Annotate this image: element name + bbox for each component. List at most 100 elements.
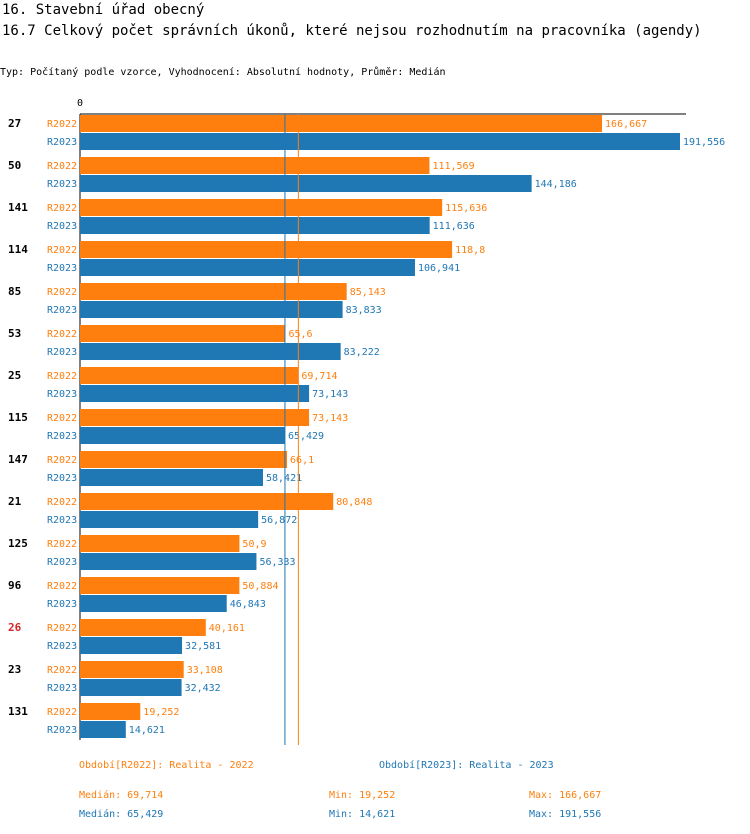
bar-r2023 [80, 679, 182, 696]
category-label: 21 [8, 495, 22, 508]
series-label: R2022 [47, 203, 77, 214]
bar-r2023 [80, 595, 227, 612]
data-label: 80,848 [336, 497, 372, 508]
bar-r2023 [80, 343, 341, 360]
category-label: 147 [8, 453, 28, 466]
bar-r2022 [80, 409, 310, 426]
series-label: R2022 [47, 287, 77, 298]
data-label: 50,884 [242, 581, 278, 592]
series-label: R2023 [47, 431, 77, 442]
bar-r2022 [80, 535, 240, 552]
data-label: 46,843 [230, 599, 266, 610]
data-label: 58,421 [266, 473, 302, 484]
series-label: R2023 [47, 599, 77, 610]
category-label: 85 [8, 285, 21, 298]
series-label: R2023 [47, 641, 77, 652]
category-label: 131 [8, 705, 28, 718]
bar-r2023 [80, 175, 532, 192]
data-label: 118,8 [455, 245, 485, 256]
series-label: R2023 [47, 683, 77, 694]
bar-r2022 [80, 115, 603, 132]
legend-min-r2023: Min: 14,621 [329, 809, 396, 820]
data-label: 33,108 [187, 665, 223, 676]
series-label: R2022 [47, 497, 77, 508]
bar-r2022 [80, 199, 443, 216]
bar-r2022 [80, 451, 288, 468]
bar-r2023 [80, 217, 430, 234]
data-label: 111,636 [433, 221, 475, 232]
data-label: 73,143 [312, 389, 348, 400]
series-label: R2022 [47, 581, 77, 592]
data-label: 65,429 [288, 431, 324, 442]
series-label: R2022 [47, 539, 77, 550]
data-label: 50,9 [242, 539, 266, 550]
data-label: 56,333 [259, 557, 295, 568]
series-label: R2022 [47, 455, 77, 466]
series-label: R2023 [47, 515, 77, 526]
series-label: R2023 [47, 557, 77, 568]
bar-r2022 [80, 283, 347, 300]
data-label: 65,6 [288, 329, 312, 340]
series-label: R2022 [47, 161, 77, 172]
legend-period-r2022: Období[R2022]: Realita - 2022 [79, 760, 254, 771]
data-label: 40,161 [209, 623, 245, 634]
series-label: R2022 [47, 413, 77, 424]
data-label: 111,569 [432, 161, 474, 172]
series-label: R2023 [47, 179, 77, 190]
data-label: 32,432 [185, 683, 221, 694]
series-label: R2023 [47, 347, 77, 358]
series-label: R2022 [47, 245, 77, 256]
bar-r2023 [80, 259, 415, 276]
series-label: R2022 [47, 329, 77, 340]
legend-max-r2022: Max: 166,667 [529, 790, 602, 801]
chart-type-line: Typ: Počítaný podle vzorce, Vyhodnocení:… [0, 67, 446, 78]
legend-max-r2023: Max: 191,556 [529, 809, 602, 820]
category-label: 125 [8, 537, 28, 550]
bar-r2022 [80, 241, 453, 258]
series-label: R2023 [47, 305, 77, 316]
legend-median-r2023: Medián: 65,429 [79, 809, 164, 820]
series-label: R2023 [47, 725, 77, 736]
legend-median-r2022: Medián: 69,714 [79, 790, 164, 801]
bar-r2023 [80, 553, 257, 570]
data-label: 83,222 [344, 347, 380, 358]
series-label: R2023 [47, 473, 77, 484]
series-label: R2023 [47, 221, 77, 232]
data-label: 144,186 [535, 179, 577, 190]
category-label: 25 [8, 369, 21, 382]
series-label: R2023 [47, 389, 77, 400]
data-label: 14,621 [129, 725, 165, 736]
data-label: 56,872 [261, 515, 297, 526]
bar-r2022 [80, 157, 430, 174]
bar-r2023 [80, 469, 263, 486]
category-label: 53 [8, 327, 21, 340]
bar-r2022 [80, 703, 141, 720]
series-label: R2023 [47, 137, 77, 148]
chart-subtitle: 16.7 Celkový počet správních úkonů, kter… [2, 23, 702, 39]
bar-r2023 [80, 511, 259, 528]
legend-min-r2022: Min: 19,252 [329, 790, 396, 801]
series-label: R2022 [47, 119, 77, 130]
category-label: 115 [8, 411, 28, 424]
data-label: 69,714 [301, 371, 337, 382]
data-label: 66,1 [290, 455, 314, 466]
data-label: 106,941 [418, 263, 460, 274]
category-label: 27 [8, 117, 21, 130]
legend-period-r2023: Období[R2023]: Realita - 2023 [379, 760, 554, 771]
category-label: 23 [8, 663, 21, 676]
bar-r2022 [80, 325, 286, 342]
data-label: 166,667 [605, 119, 647, 130]
data-label: 83,833 [346, 305, 382, 316]
series-label: R2022 [47, 665, 77, 676]
data-label: 19,252 [143, 707, 179, 718]
bar-r2023 [80, 427, 285, 444]
bar-r2023 [80, 301, 343, 318]
data-label: 115,636 [445, 203, 487, 214]
category-label: 50 [8, 159, 21, 172]
data-label: 32,581 [185, 641, 221, 652]
bar-r2023 [80, 133, 680, 150]
category-label: 141 [8, 201, 28, 214]
bar-r2022 [80, 619, 206, 636]
x-axis-zero-label: 0 [77, 98, 83, 109]
